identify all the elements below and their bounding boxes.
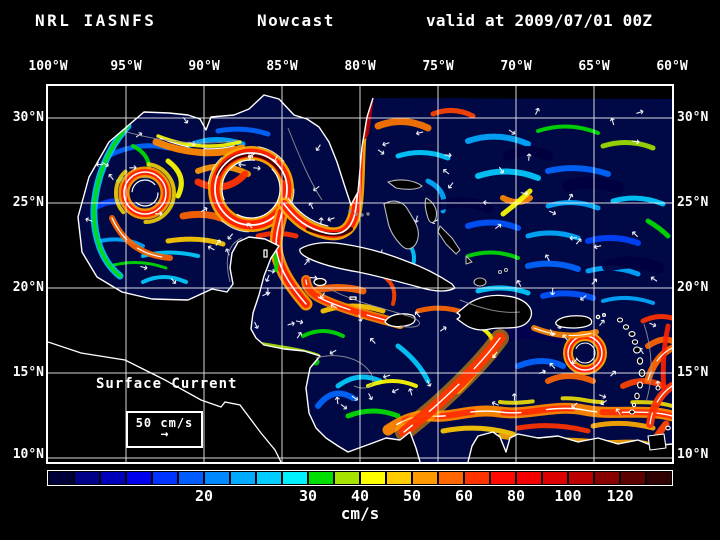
colorbar-cell (179, 472, 203, 484)
bathymetry-contours (122, 127, 652, 403)
current-jets (90, 95, 672, 462)
lat-label-right: 30°N (677, 110, 709, 125)
velocity-scale-box: 50 cm/s → (126, 411, 203, 448)
lon-label: 60°W (656, 59, 688, 74)
lat-label-left: 20°N (12, 280, 44, 295)
colorbar-cell (49, 472, 73, 484)
colorbar-cell (439, 472, 463, 484)
colorbar-tick: 50 (402, 487, 421, 505)
loop-current (207, 145, 295, 233)
colorbar-cell (101, 472, 125, 484)
colorbar-tick: 30 (298, 487, 318, 505)
colorbar-cell (595, 472, 619, 484)
velocity-scale-label: 50 cm/s (135, 416, 194, 430)
colorbar-cell (153, 472, 177, 484)
colorbar-cell (283, 472, 307, 484)
bahamas (383, 179, 509, 287)
island-trinidad (647, 433, 667, 451)
lon-label: 65°W (578, 59, 610, 74)
west-gulf-eddy (114, 162, 176, 224)
colorbar-cell (413, 472, 437, 484)
lat-label-right: 25°N (677, 195, 709, 210)
colorbar-unit: cm/s (340, 504, 380, 523)
colorbar-cell (569, 472, 593, 484)
colorbar-cell (361, 472, 385, 484)
yucatan-inflow (269, 205, 313, 311)
grid-lines (48, 86, 672, 462)
colorbar-cell (517, 472, 541, 484)
island-puerto-rico (555, 315, 593, 329)
colorbar-cell (387, 472, 411, 484)
colorbar-cell (335, 472, 359, 484)
lon-label: 95°W (110, 59, 142, 74)
islands (263, 179, 671, 451)
lat-label-right: 15°N (677, 365, 709, 380)
colorbar-tick: 40 (350, 487, 370, 505)
island-cozumel (263, 249, 268, 258)
lesser-antilles (616, 317, 671, 451)
colorbar-tick: 120 (606, 487, 634, 505)
island-isle-of-youth (313, 277, 327, 287)
lon-label: 70°W (500, 59, 532, 74)
colorbar-cell (75, 472, 99, 484)
title-valid-time: valid at 2009/07/01 00Z (426, 11, 653, 30)
lat-label-right: 10°N (677, 447, 709, 462)
colorbar-tick: 60 (454, 487, 474, 505)
lat-label-left: 25°N (12, 195, 44, 210)
colorbar-cell (309, 472, 333, 484)
colorbar-tick: 80 (506, 487, 526, 505)
colorbar-tick: 20 (194, 487, 214, 505)
lat-label-left: 15°N (12, 365, 44, 380)
pacific-coastline (48, 341, 282, 462)
colorbar-cell (621, 472, 645, 484)
colorbar-cell (231, 472, 255, 484)
surface-current-annotation: Surface Current (96, 376, 238, 392)
map-frame (46, 84, 674, 464)
island-hispaniola (456, 294, 533, 331)
lat-label-right: 20°N (677, 280, 709, 295)
lon-label: 75°W (422, 59, 454, 74)
coastline (77, 94, 672, 462)
lat-label-left: 30°N (12, 110, 44, 125)
colorbar-cell (465, 472, 489, 484)
colorbar-cell (257, 472, 281, 484)
speed-colorbar (47, 470, 673, 486)
lat-label-left: 10°N (12, 447, 44, 462)
colorbar-cell (647, 472, 671, 484)
lon-label: 80°W (344, 59, 376, 74)
colorbar-cell (127, 472, 151, 484)
colorbar-cell (205, 472, 229, 484)
colorbar-cell (491, 472, 515, 484)
lon-label: 85°W (266, 59, 298, 74)
colorbar-tick: 100 (554, 487, 582, 505)
surface-current-map (48, 86, 672, 462)
title-product: Nowcast (257, 11, 335, 30)
colorbar-cell (543, 472, 567, 484)
island-jamaica (384, 313, 416, 328)
island-cuba (299, 242, 456, 292)
scale-arrow-icon: → (160, 427, 169, 442)
lon-label: 90°W (188, 59, 220, 74)
title-system: NRL IASNFS (35, 11, 157, 30)
lon-label: 100°W (28, 59, 68, 74)
